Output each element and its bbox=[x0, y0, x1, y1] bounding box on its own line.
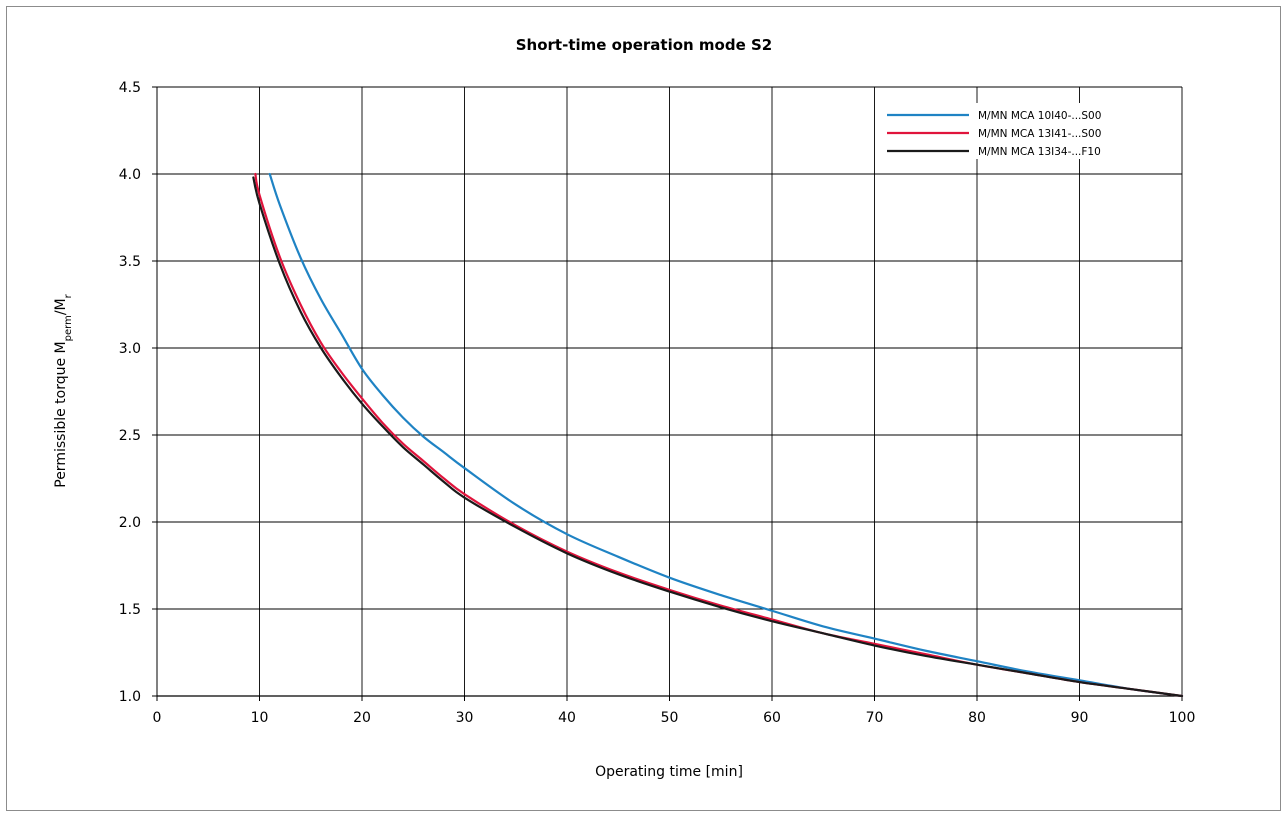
x-tick-label: 40 bbox=[558, 710, 576, 726]
y-axis-label: Permissible torque Mperm/Mr bbox=[53, 293, 74, 487]
y-tick-label: 2.0 bbox=[119, 515, 141, 531]
y-tick-label: 1.5 bbox=[119, 602, 141, 618]
y-axis-label-sub1: perm bbox=[63, 315, 74, 341]
y-tick-label: 4.5 bbox=[119, 80, 141, 96]
y-tick-label: 2.5 bbox=[119, 428, 141, 444]
y-tick-label: 3.0 bbox=[119, 341, 141, 357]
y-axis-label-prefix: Permissible torque M bbox=[53, 341, 69, 487]
grid bbox=[152, 86, 1183, 701]
tick-labels: 0 10 20 30 40 50 60 70 80 90 100 1.0 1.5 2.0 2.5 3.0 3.5… bbox=[119, 80, 1196, 726]
legend-label-3: M/MN MCA 13I34-...F10 bbox=[978, 146, 1101, 158]
y-axis-label-sub2: r bbox=[63, 293, 74, 298]
series-line-1 bbox=[268, 172, 1184, 698]
y-tick-label: 4.0 bbox=[119, 167, 141, 183]
legend-box bbox=[877, 103, 1181, 159]
legend: M/MN MCA 10I40-...S00 M/MN MCA 13I41-...S… bbox=[877, 103, 1181, 159]
legend-label-1: M/MN MCA 10I40-...S00 bbox=[978, 110, 1101, 122]
x-axis-label: Operating time [min] bbox=[595, 764, 743, 780]
x-tick-label: 20 bbox=[353, 710, 371, 726]
x-tick-label: 70 bbox=[866, 710, 884, 726]
y-tick-label: 3.5 bbox=[119, 254, 141, 270]
x-tick-label: 90 bbox=[1071, 710, 1089, 726]
x-tick-label: 30 bbox=[456, 710, 474, 726]
x-tick-label: 60 bbox=[763, 710, 781, 726]
y-axis-label-mid: /M bbox=[53, 298, 69, 315]
x-tick-label: 100 bbox=[1169, 710, 1196, 726]
x-tick-label: 0 bbox=[153, 710, 162, 726]
chart-frame: Short-time operation mode S2 0 10 20 30 40 50… bbox=[6, 6, 1281, 811]
x-tick-label: 80 bbox=[968, 710, 986, 726]
x-tick-label: 10 bbox=[251, 710, 269, 726]
chart: Short-time operation mode S2 0 10 20 30 40 50… bbox=[53, 36, 1196, 780]
y-tick-label: 1.0 bbox=[119, 689, 141, 705]
legend-label-2: M/MN MCA 13I41-...S00 bbox=[978, 128, 1101, 140]
series-layer bbox=[252, 172, 1184, 698]
series-line-3 bbox=[252, 176, 1184, 698]
x-tick-label: 50 bbox=[661, 710, 679, 726]
chart-title: Short-time operation mode S2 bbox=[516, 36, 772, 54]
